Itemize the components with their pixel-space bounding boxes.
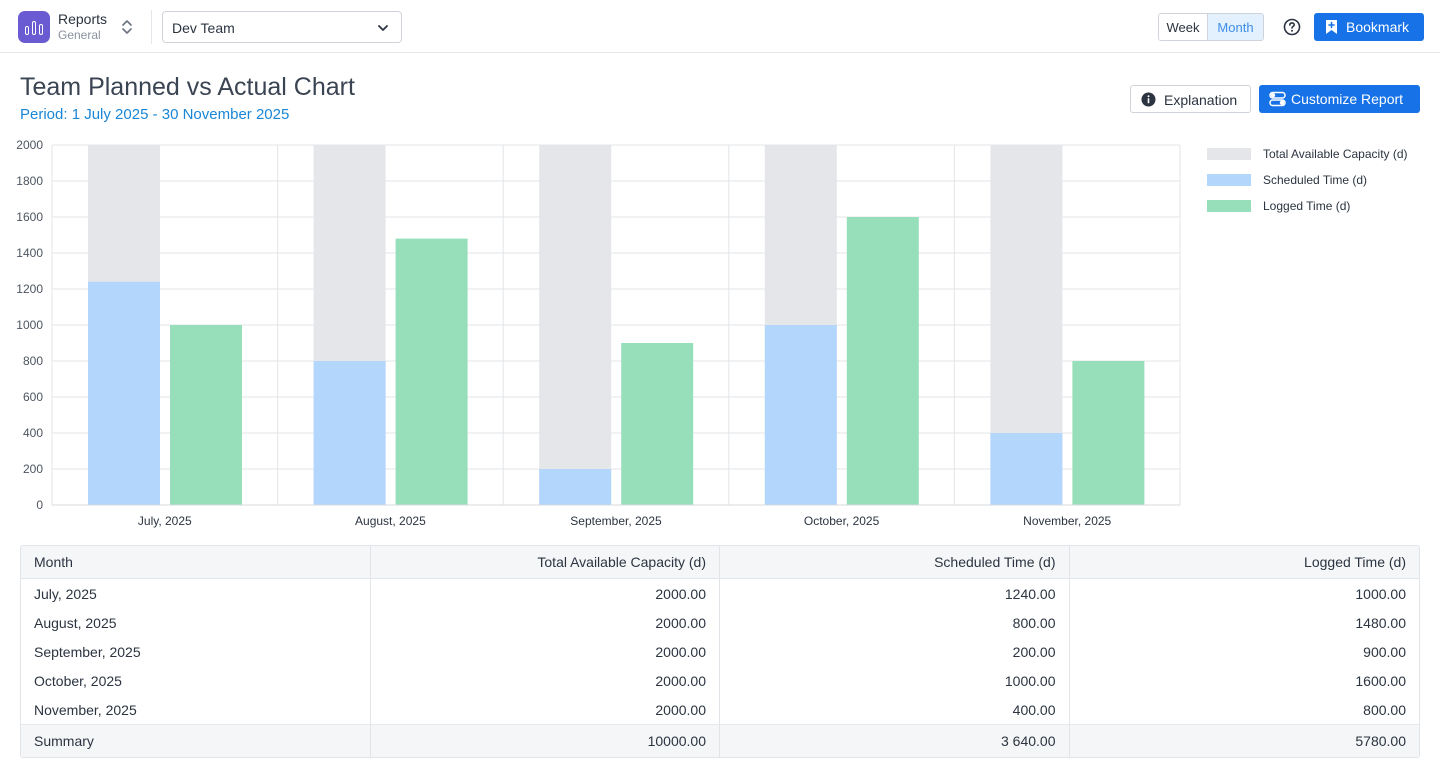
table-cell: October, 2025	[21, 666, 371, 695]
x-tick-label: November, 2025	[1023, 514, 1111, 528]
y-tick-label: 1800	[16, 174, 43, 188]
table-cell: 2000.00	[371, 608, 720, 637]
table-cell: 1000.00	[720, 666, 1070, 695]
x-tick-label: July, 2025	[138, 514, 192, 528]
legend-swatch	[1207, 174, 1251, 186]
table-cell: 900.00	[1363, 643, 1406, 660]
legend-label: Total Available Capacity (d)	[1263, 147, 1408, 161]
chevron-up-down-icon[interactable]	[119, 17, 135, 37]
table-cell: 800.00	[1363, 701, 1406, 718]
table-cell: 1480.00	[1355, 614, 1406, 631]
summary-cell: 5780.00	[1355, 733, 1406, 749]
y-tick-label: 400	[23, 426, 43, 440]
view-toggle: Week Month	[1158, 13, 1264, 41]
x-tick-label: August, 2025	[355, 514, 426, 528]
column-header-month[interactable]: Month	[21, 546, 371, 578]
table-cell: September, 2025	[21, 637, 371, 666]
table-row: October, 2025 2000.00 1000.00 1600.00	[21, 666, 1419, 695]
y-tick-label: 800	[23, 354, 43, 368]
table-cell: August, 2025	[21, 608, 371, 637]
summary-row: Summary 10000.00 3 640.00 5780.00	[21, 724, 1419, 757]
summary-cell: Summary	[21, 725, 371, 757]
y-tick-label: 600	[23, 390, 43, 404]
bar-scheduled	[313, 361, 386, 505]
table-cell: 2000.00	[371, 695, 720, 724]
y-tick-label: 1200	[16, 282, 43, 296]
table-cell: 2000.00	[371, 666, 720, 695]
summary-cell: 3 640.00	[720, 725, 1070, 757]
bookmark-icon	[1326, 20, 1337, 34]
bar-logged	[621, 343, 694, 505]
app-subtitle: General	[58, 28, 101, 42]
x-tick-label: October, 2025	[804, 514, 880, 528]
team-select[interactable]: Dev Team	[162, 11, 402, 43]
y-tick-label: 200	[23, 462, 43, 476]
info-icon	[1141, 92, 1156, 107]
table-row: July, 2025 2000.00 1240.00 1000.00	[21, 579, 1419, 608]
table-cell: 1240.00	[720, 579, 1070, 608]
app-title[interactable]: Reports	[58, 11, 108, 27]
customize-report-label: Customize Report	[1291, 91, 1404, 107]
summary-cell: 10000.00	[371, 725, 720, 757]
bar-logged	[395, 238, 468, 505]
bar-scheduled	[764, 325, 837, 505]
bar-scheduled	[539, 469, 612, 505]
week-toggle-button[interactable]: Week	[1159, 14, 1208, 40]
table-cell: 1000.00	[1355, 585, 1406, 602]
column-header-logged[interactable]: Logged Time (d)	[1304, 554, 1406, 570]
legend-swatch	[1207, 200, 1251, 212]
bar-scheduled	[88, 281, 160, 505]
legend-swatch	[1207, 148, 1251, 160]
legend-label: Logged Time (d)	[1263, 199, 1351, 213]
y-tick-label: 1600	[16, 210, 43, 224]
table-cell: 400.00	[720, 695, 1070, 724]
bar-capacity	[539, 145, 612, 505]
table-row: November, 2025 2000.00 400.00 800.00	[21, 695, 1419, 724]
help-icon[interactable]	[1283, 18, 1301, 36]
report-table: Month Total Available Capacity (d) Sched…	[20, 545, 1420, 758]
column-header-scheduled[interactable]: Scheduled Time (d)	[720, 546, 1070, 578]
table-row: September, 2025 2000.00 200.00 900.00	[21, 637, 1419, 666]
top-bar: Reports General Dev Team Week Month Book…	[0, 0, 1440, 53]
table-cell: 2000.00	[371, 579, 720, 608]
table-header: Month Total Available Capacity (d) Sched…	[21, 546, 1419, 579]
bar-logged	[846, 217, 919, 505]
bar-chart-icon[interactable]	[18, 11, 50, 43]
table-cell: 2000.00	[371, 637, 720, 666]
explanation-label: Explanation	[1164, 92, 1238, 108]
table-row: August, 2025 2000.00 800.00 1480.00	[21, 608, 1419, 637]
planned-vs-actual-chart: 0 200 400 600 800 1000 1200 1400 1600 1800 2000 Jul…	[16, 138, 1181, 528]
bar-logged	[170, 325, 242, 505]
chevron-down-icon	[378, 25, 388, 31]
report-period: Period: 1 July 2025 - 30 November 2025	[20, 106, 290, 123]
column-header-capacity[interactable]: Total Available Capacity (d)	[371, 546, 720, 578]
y-tick-label: 2000	[16, 138, 43, 152]
table-cell: November, 2025	[21, 695, 371, 724]
y-tick-label: 1000	[16, 318, 43, 332]
legend-label: Scheduled Time (d)	[1263, 173, 1368, 187]
y-tick-label: 0	[36, 498, 43, 512]
page-title: Team Planned vs Actual Chart	[20, 73, 355, 101]
toggle-settings-icon	[1269, 91, 1286, 107]
team-select-value: Dev Team	[172, 20, 235, 36]
explanation-button[interactable]: Explanation	[1130, 85, 1251, 113]
divider	[151, 10, 152, 44]
table-cell: 200.00	[720, 637, 1070, 666]
bar-logged	[1072, 361, 1145, 505]
customize-report-button[interactable]: Customize Report	[1259, 85, 1420, 113]
table-cell: 800.00	[720, 608, 1070, 637]
month-toggle-button[interactable]: Month	[1208, 14, 1263, 40]
table-cell: July, 2025	[21, 579, 371, 608]
bar-scheduled	[990, 433, 1063, 505]
bookmark-button[interactable]: Bookmark	[1314, 13, 1424, 41]
y-tick-label: 1400	[16, 246, 43, 260]
bookmark-label: Bookmark	[1346, 19, 1410, 35]
table-cell: 1600.00	[1355, 672, 1406, 689]
x-tick-label: September, 2025	[570, 514, 662, 528]
